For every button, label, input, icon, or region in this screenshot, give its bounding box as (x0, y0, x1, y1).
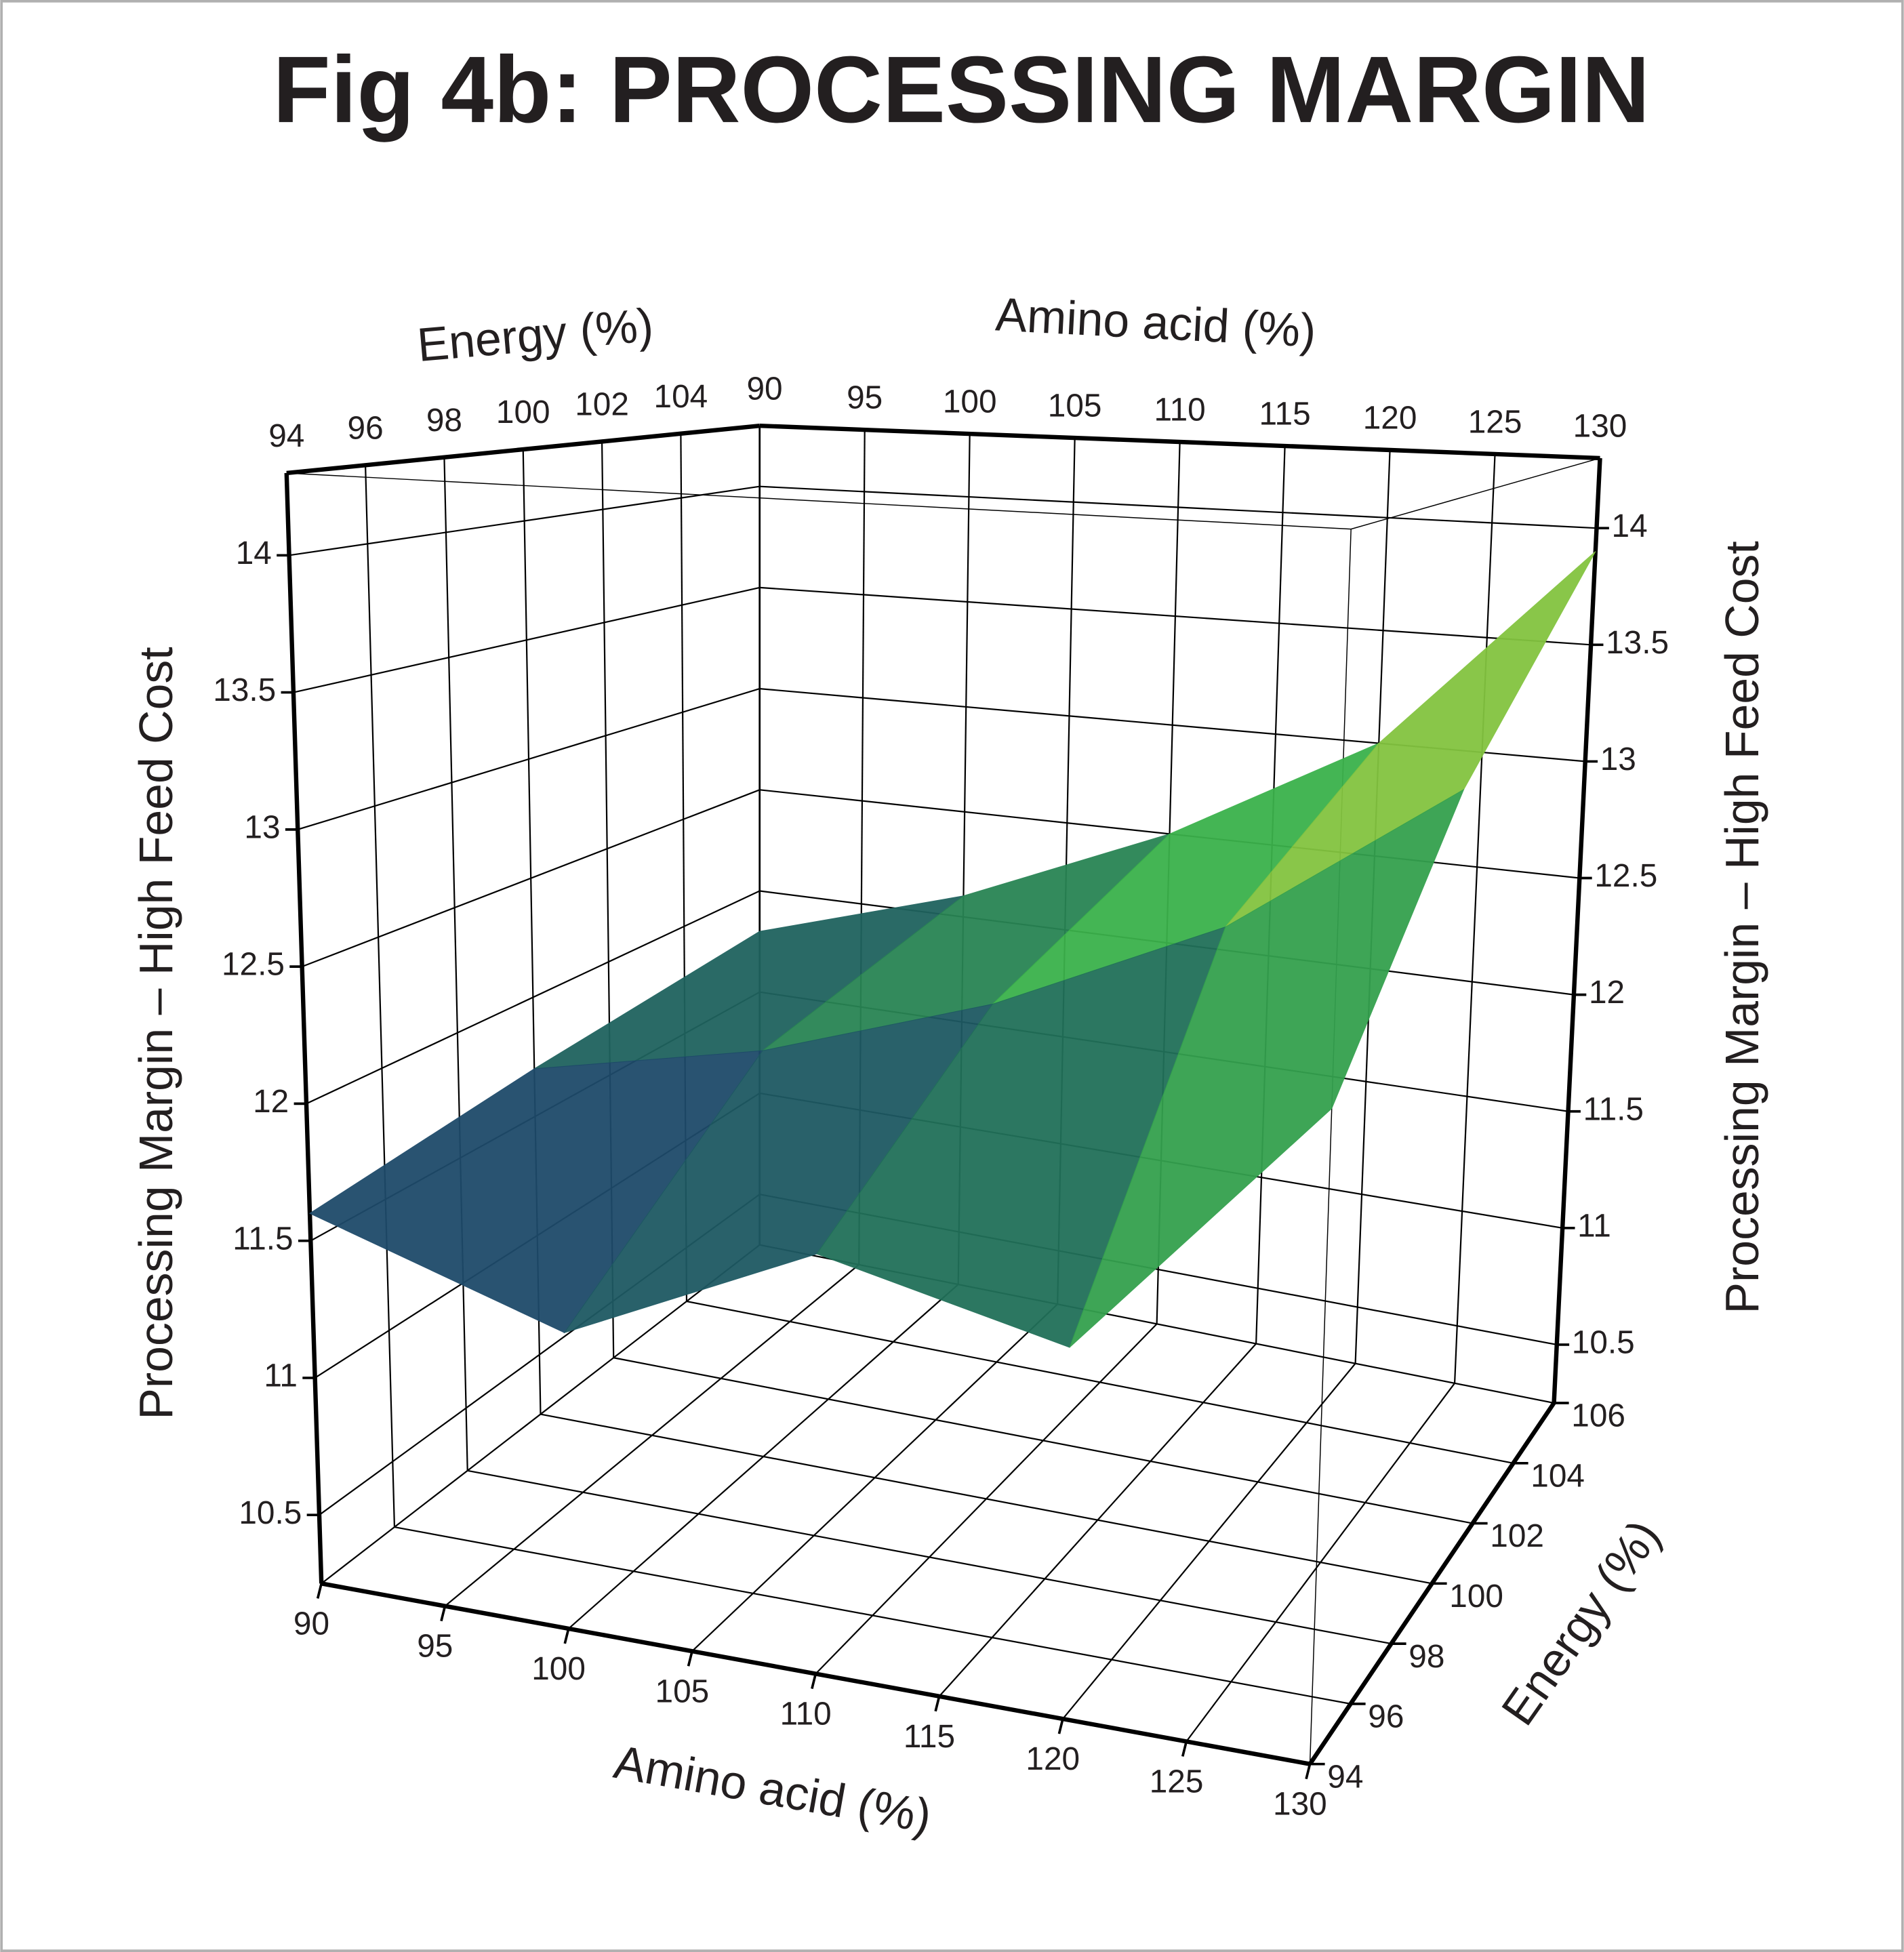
x-tick-label: 100 (943, 384, 997, 420)
y-tick-label: 104 (1531, 1458, 1585, 1494)
z-tick-label: 14 (236, 535, 272, 571)
z-axis (284, 472, 324, 1584)
x-tick-label: 105 (655, 1673, 710, 1709)
z-axis-title: Processing Margin – High Feed Cost (1716, 541, 1768, 1314)
y-tick-label: 98 (426, 403, 462, 439)
x-tick-label: 110 (780, 1696, 832, 1732)
y-tick-label: 100 (496, 394, 550, 430)
surface-cell (1069, 788, 1465, 1348)
z-tick-label: 13 (244, 809, 280, 845)
grid-line (293, 586, 760, 693)
y-tick-label: 96 (348, 411, 384, 447)
z-tick-label: 12 (253, 1084, 289, 1120)
grid-line (759, 485, 1597, 529)
x-tick-label: 115 (1259, 396, 1311, 432)
x-tick (811, 1673, 817, 1689)
grid-line (297, 688, 761, 830)
grid-line (289, 485, 760, 556)
box-edge (1350, 458, 1600, 530)
x-tick-label: 90 (293, 1606, 329, 1642)
y-tick-label: 96 (1368, 1699, 1404, 1735)
x-tick-label: 125 (1468, 404, 1522, 440)
grid-line (540, 1413, 1432, 1585)
chart-title: Fig 4b: PROCESSING MARGIN (272, 37, 1650, 142)
x-tick-label: 110 (1154, 392, 1206, 428)
x-tick-label: 130 (1573, 408, 1627, 444)
z-tick-label: 12.5 (1594, 858, 1657, 894)
grid-line (394, 1526, 1351, 1705)
box-edge (286, 472, 1352, 530)
y-tick-label: 106 (1571, 1398, 1625, 1434)
grid-line (1453, 453, 1496, 1383)
x-tick (440, 1606, 447, 1622)
grid-line (443, 457, 468, 1471)
x-tick-label: 115 (904, 1719, 955, 1755)
grid-line (364, 465, 396, 1528)
z-tick-label: 14 (1612, 508, 1648, 544)
x-tick-label: 130 (1273, 1787, 1327, 1823)
x-tick (563, 1628, 570, 1644)
z-tick-label: 13.5 (213, 672, 276, 708)
x-tick (316, 1583, 323, 1599)
z-tick-label: 11.5 (1583, 1091, 1644, 1127)
z-axis (1552, 458, 1602, 1404)
box-edge (1309, 529, 1352, 1764)
z-tick-label: 12.5 (222, 947, 285, 983)
x-tick-label: 90 (747, 371, 783, 407)
grid-line (686, 1300, 1514, 1464)
x-tick (1057, 1718, 1064, 1734)
y-axis (286, 423, 761, 476)
x-tick-label: 95 (417, 1629, 453, 1665)
x-tick-label: 95 (847, 380, 883, 416)
x-tick-label: 120 (1363, 401, 1417, 436)
grid-line (467, 1469, 1392, 1645)
y-tick-label: 102 (1490, 1518, 1544, 1554)
y-tick-label: 94 (268, 418, 304, 454)
y-tick-label: 94 (1327, 1759, 1363, 1795)
x-tick-label: 125 (1150, 1764, 1204, 1800)
z-tick-label: 10.5 (239, 1495, 302, 1531)
y-tick-label: 104 (654, 379, 708, 415)
grid-line (759, 586, 1592, 646)
z-axis-title: Processing Margin – High Feed Cost (129, 647, 182, 1419)
y-tick-label: 100 (1449, 1579, 1503, 1614)
z-tick-label: 11.5 (232, 1221, 293, 1257)
x-tick-label: 100 (531, 1651, 586, 1687)
x-tick (1181, 1741, 1188, 1757)
z-tick-label: 10.5 (1572, 1325, 1635, 1361)
x-tick (1305, 1764, 1312, 1780)
y-tick-label: 102 (575, 387, 629, 423)
z-tick-label: 11 (1577, 1208, 1611, 1244)
z-tick-label: 11 (264, 1358, 298, 1394)
z-tick-label: 12 (1589, 975, 1625, 1011)
z-tick-label: 13.5 (1606, 625, 1669, 661)
y-tick-label: 98 (1409, 1639, 1444, 1675)
x-tick (687, 1650, 693, 1667)
x-tick-label: 105 (1048, 388, 1102, 424)
x-axis (759, 423, 1600, 461)
grid-line (306, 890, 761, 1105)
grid-line (302, 789, 761, 968)
x-tick-label: 120 (1026, 1741, 1080, 1777)
x-tick (934, 1696, 941, 1712)
grid-line (613, 1357, 1473, 1524)
z-tick-label: 13 (1600, 741, 1636, 777)
